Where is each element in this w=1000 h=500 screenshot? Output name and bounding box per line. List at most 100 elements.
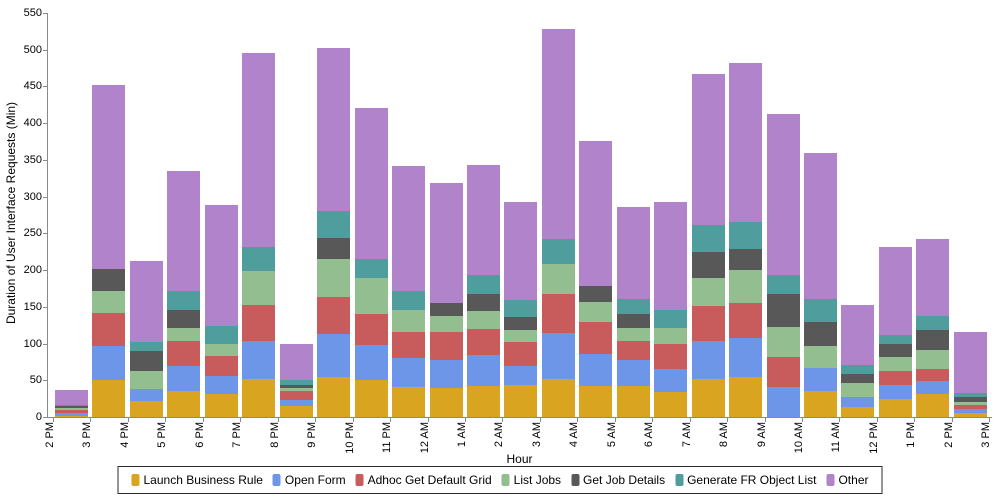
bar-segment-adhoc-get-default-grid: [878, 370, 912, 385]
x-tick-mark: [352, 418, 354, 422]
bar-segment-open-form: [466, 355, 500, 387]
bar-segment-launch-business-rule: [729, 377, 763, 417]
y-tick-label: 50: [29, 374, 42, 387]
bar-segment-adhoc-get-default-grid: [55, 410, 88, 413]
bar-segment-adhoc-get-default-grid: [317, 296, 351, 334]
bar-segment-other: [841, 304, 875, 365]
bar-segment-other: [729, 62, 763, 222]
x-tick-mark: [315, 418, 317, 422]
bar-segment-open-form: [729, 337, 763, 378]
bar-segment-adhoc-get-default-grid: [579, 322, 613, 354]
legend-swatch-icon: [131, 474, 140, 486]
x-tick-mark: [240, 418, 242, 422]
y-tick-label: 0: [35, 411, 42, 423]
bar-segment-other: [279, 343, 313, 380]
bar-segment-launch-business-rule: [317, 376, 351, 417]
bar-segment-open-form: [804, 367, 837, 392]
bar-segment-list-jobs: [429, 316, 463, 332]
bar-segment-list-jobs: [317, 259, 351, 297]
bar-segment-generate-fr-object-list: [242, 247, 276, 271]
bar-segment-other: [242, 53, 276, 248]
bar-5pm-3: [167, 170, 201, 417]
y-tick-mark: [43, 13, 47, 14]
bar-segment-launch-business-rule: [878, 398, 912, 417]
bar-segment-launch-business-rule: [392, 386, 426, 417]
legend-swatch-icon: [355, 474, 364, 486]
bar-segment-open-form: [579, 353, 613, 387]
bar-segment-launch-business-rule: [354, 379, 388, 417]
bar-segment-list-jobs: [953, 401, 987, 406]
x-tick-label: 9 PM: [306, 422, 319, 448]
bar-segment-open-form: [242, 340, 276, 379]
bar-9pm-7: [317, 48, 351, 417]
bar-segment-adhoc-get-default-grid: [504, 342, 538, 366]
x-tick-mark: [876, 418, 878, 422]
x-tick-mark: [277, 418, 279, 422]
bar-segment-generate-fr-object-list: [766, 275, 800, 294]
x-tick-mark: [202, 418, 204, 422]
x-tick-label: 6 PM: [193, 422, 206, 448]
bar-segment-launch-business-rule: [654, 392, 688, 417]
bar-segment-adhoc-get-default-grid: [204, 356, 238, 376]
x-tick-label: 5 AM: [605, 422, 618, 448]
bar-segment-list-jobs: [691, 278, 725, 307]
y-tick-label: 100: [23, 337, 42, 350]
bar-segment-adhoc-get-default-grid: [392, 331, 426, 359]
legend-swatch-icon: [272, 474, 281, 486]
x-tick-label: 2 AM: [493, 422, 506, 448]
bar-segment-list-jobs: [279, 387, 313, 392]
x-tick-mark: [689, 418, 691, 422]
bar-segment-list-jobs: [392, 309, 426, 332]
bar-3am-13: [541, 29, 575, 417]
bar-segment-other: [55, 389, 88, 405]
bar-segment-generate-fr-object-list: [654, 310, 688, 329]
bar-segment-launch-business-rule: [691, 378, 725, 417]
bar-segment-get-job-details: [766, 293, 800, 327]
y-tick-mark: [43, 380, 47, 382]
bar-segment-open-form: [841, 397, 875, 407]
x-tick-mark: [802, 418, 803, 422]
bar-segment-generate-fr-object-list: [317, 211, 351, 239]
legend-label: Generate FR Object List: [687, 473, 817, 487]
bar-3pm-1: [92, 84, 126, 417]
bar-12am-10: [429, 182, 463, 417]
bar-segment-generate-fr-object-list: [541, 238, 575, 265]
legend-label: Adhoc Get Default Grid: [367, 473, 492, 487]
bar-segment-open-form: [354, 345, 388, 380]
legend-swatch-icon: [675, 474, 684, 486]
x-tick-label: 11 PM: [381, 422, 394, 453]
bar-segment-get-job-details: [804, 321, 837, 347]
bar-6am-16: [654, 201, 688, 417]
bar-segment-other: [429, 182, 463, 304]
bar-segment-open-form: [541, 332, 575, 379]
legend-item-get-job-details: Get Job Details: [571, 473, 665, 487]
bar-segment-launch-business-rule: [541, 378, 575, 417]
bar-segment-get-job-details: [129, 350, 163, 371]
bar-1am-11: [466, 165, 500, 417]
legend-label: Get Job Details: [583, 473, 666, 487]
bar-segment-other: [953, 331, 987, 394]
y-tick-mark: [43, 270, 47, 272]
bar-segment-adhoc-get-default-grid: [691, 306, 725, 341]
bar-segment-adhoc-get-default-grid: [729, 303, 763, 338]
x-tick-label: 6 AM: [643, 422, 656, 448]
legend-item-other: Other: [826, 473, 868, 487]
x-tick-mark: [839, 418, 841, 422]
bar-segment-list-jobs: [616, 328, 650, 342]
x-tick-mark: [427, 418, 429, 422]
bar-segment-list-jobs: [504, 330, 538, 343]
bar-segment-list-jobs: [916, 350, 950, 370]
x-tick-label: 4 PM: [118, 422, 131, 448]
legend-swatch-icon: [571, 474, 580, 486]
bar-12pm-22: [878, 246, 912, 417]
bar-segment-launch-business-rule: [916, 394, 950, 417]
bar-segment-launch-business-rule: [953, 412, 987, 417]
bar-segment-adhoc-get-default-grid: [916, 369, 950, 381]
bar-segment-adhoc-get-default-grid: [541, 293, 575, 333]
bar-segment-list-jobs: [55, 408, 88, 411]
y-tick-mark: [43, 196, 47, 198]
bar-segment-open-form: [129, 389, 163, 401]
x-tick-label: 3 PM: [980, 422, 993, 448]
bar-segment-list-jobs: [92, 290, 126, 313]
x-axis-title: Hour: [506, 452, 533, 466]
